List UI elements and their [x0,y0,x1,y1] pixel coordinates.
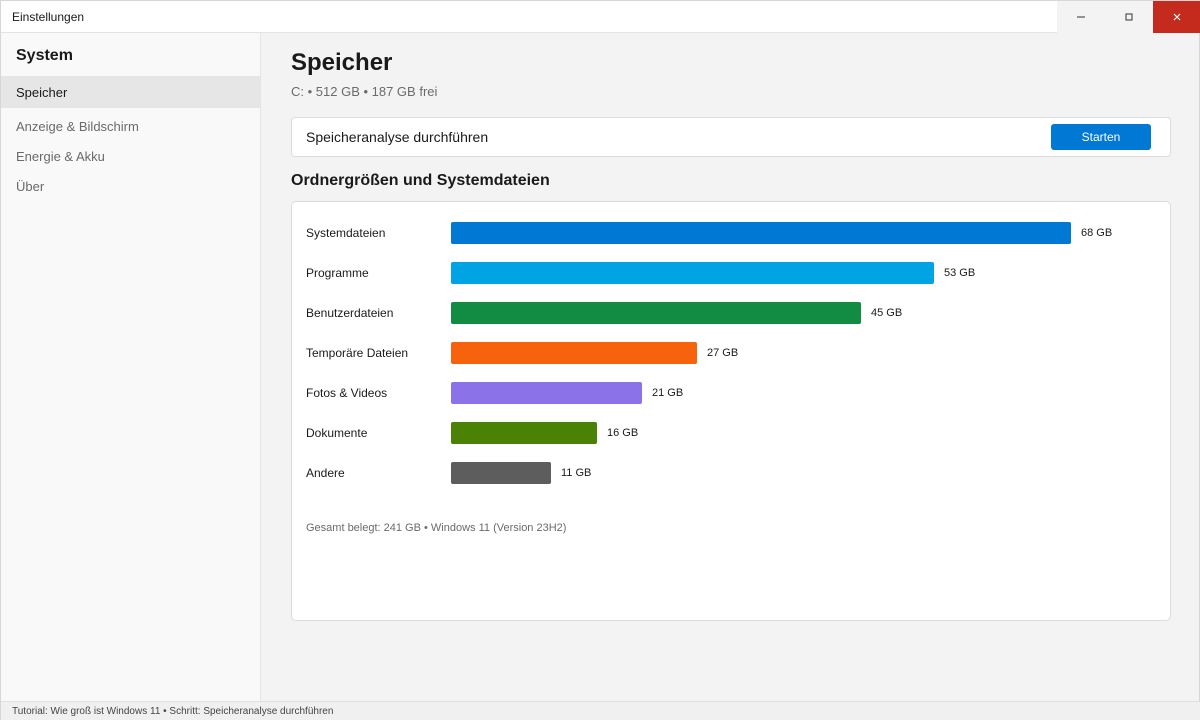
minimize-icon [1077,16,1085,18]
category-label: Systemdateien [306,226,386,240]
chart-row: Systemdateien 68 GB [292,222,1170,244]
chart-row: Dokumente 16 GB [292,422,1170,444]
category-label: Programme [306,266,369,280]
chart-row: Benutzerdateien 45 GB [292,302,1170,324]
bar [451,462,551,484]
value-label: 45 GB [871,307,903,319]
category-label: Temporäre Dateien [306,346,409,360]
close-icon [1173,13,1181,21]
value-label: 11 GB [561,467,592,479]
value-label: 16 GB [607,427,639,439]
page-title: Speicher [291,49,393,76]
title-bar: Einstellungen [1,1,1200,33]
drive-summary: C: • 512 GB • 187 GB frei [291,84,438,99]
bar [451,382,642,404]
bar [451,222,1071,244]
sidebar-item-label: Anzeige & Bildschirm [16,118,139,134]
storage-chart: Gesamt belegt: 241 GB • Windows 11 (Vers… [291,201,1171,621]
start-button[interactable]: Starten [1051,124,1151,150]
bar [451,262,934,284]
status-text: Tutorial: Wie groß ist Windows 11 • Schr… [12,706,334,717]
window-title: Einstellungen [12,10,85,24]
chart-row: Programme 53 GB [292,262,1170,284]
category-label: Benutzerdateien [306,306,394,320]
bar [451,342,697,364]
sidebar: System Speicher Anzeige & Bildschirm Ene… [1,33,261,701]
bar [451,422,597,444]
minimize-button[interactable] [1057,1,1105,33]
section-title: Ordnergrößen und Systemdateien [291,172,550,189]
sidebar-item-speicher[interactable]: Speicher [1,76,260,108]
category-label: Fotos & Videos [306,386,388,400]
close-button[interactable] [1153,1,1200,33]
window-controls [1057,1,1200,33]
value-label: 53 GB [944,267,976,279]
storage-analysis-card: Speicheranalyse durchführen Starten [291,117,1171,157]
sidebar-item-energie[interactable]: Energie & Akku [1,140,260,172]
category-label: Dokumente [306,426,368,440]
value-label: 27 GB [707,347,739,359]
chart-row: Andere 11 GB [292,462,1170,484]
sidebar-item-label: Über [16,178,45,194]
chart-row: Fotos & Videos 21 GB [292,382,1170,404]
chart-footer: Gesamt belegt: 241 GB • Windows 11 (Vers… [306,522,567,534]
chart-row: Temporäre Dateien 27 GB [292,342,1170,364]
sidebar-title: System [16,47,73,64]
sidebar-item-label: Speicher [16,84,68,100]
category-label: Andere [306,466,345,480]
status-bar: Tutorial: Wie groß ist Windows 11 • Schr… [1,701,1200,720]
main-content: Speicher C: • 512 GB • 187 GB frei Speic… [261,33,1200,701]
value-label: 68 GB [1081,227,1113,239]
bar [451,302,861,324]
maximize-icon [1125,13,1133,21]
sidebar-item-label: Energie & Akku [16,148,105,164]
value-label: 21 GB [652,387,684,399]
sidebar-item-ueber[interactable]: Über [1,170,260,202]
maximize-button[interactable] [1105,1,1153,33]
storage-analysis-label: Speicheranalyse durchführen [306,129,489,145]
sidebar-item-anzeige[interactable]: Anzeige & Bildschirm [1,110,260,142]
